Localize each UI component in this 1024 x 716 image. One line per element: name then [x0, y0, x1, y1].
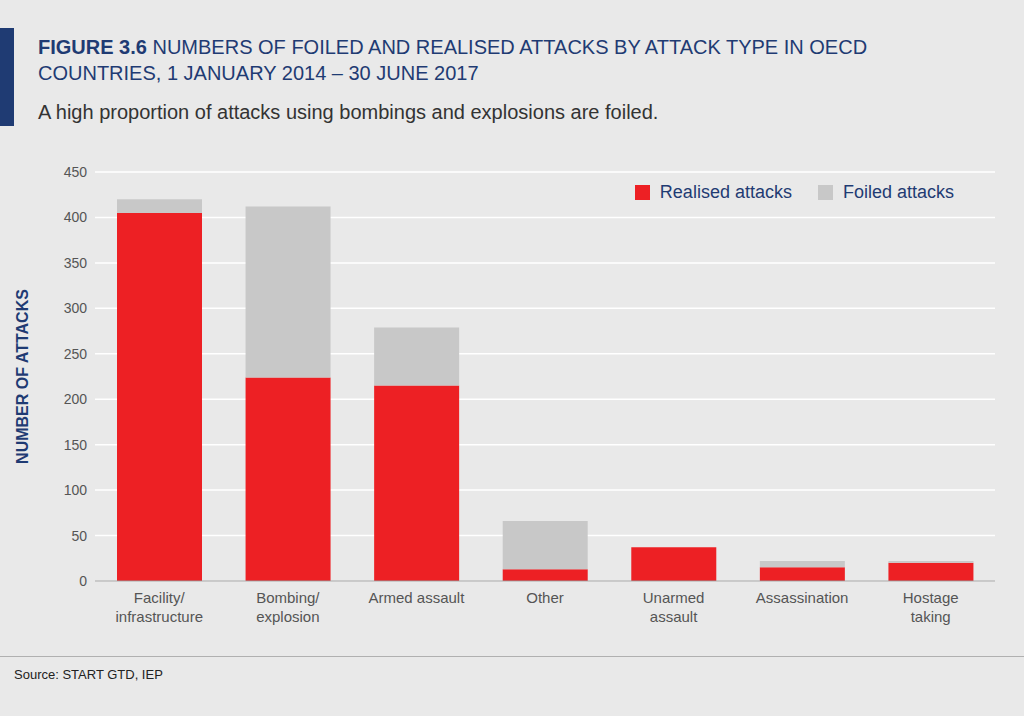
svg-text:300: 300 [64, 300, 88, 316]
html-text:A high proportion of attacks u: A high proportion of attacks using bombi… [38, 101, 659, 123]
svg-text:Facility/infrastructure: Facility/infrastructure [116, 589, 204, 625]
svg-text:Hostagetaking: Hostagetaking [903, 589, 959, 625]
svg-text:NUMBER OF ATTACKS: NUMBER OF ATTACKS [14, 289, 31, 464]
html-text:Foiled attacks: Foiled attacks [842, 182, 954, 202]
svg-text:400: 400 [64, 209, 88, 225]
svg-text:Bombing/explosion: Bombing/explosion [256, 589, 320, 625]
svg-text:Armed assault: Armed assault [368, 589, 465, 606]
svg-text:Unarmedassault: Unarmedassault [643, 589, 705, 625]
html-text:Source: START GTD, IEP: Source: START GTD, IEP [14, 667, 163, 682]
svg-text:50: 50 [71, 528, 87, 544]
svg-text:350: 350 [64, 255, 88, 271]
svg-text:150: 150 [64, 437, 88, 453]
svg-text:200: 200 [64, 391, 88, 407]
svg-text:Other: Other [526, 589, 564, 606]
svg-text:0: 0 [79, 573, 87, 589]
svg-text:Assassination: Assassination [756, 589, 849, 606]
svg-text:100: 100 [64, 482, 88, 498]
html-text:FIGURE 3.6 NUMBERS OF FOILED A: FIGURE 3.6 NUMBERS OF FOILED AND REALISE… [38, 36, 868, 84]
svg-text:450: 450 [64, 164, 88, 180]
svg-text:250: 250 [64, 346, 88, 362]
html-text:Realised attacks: Realised attacks [659, 182, 792, 202]
